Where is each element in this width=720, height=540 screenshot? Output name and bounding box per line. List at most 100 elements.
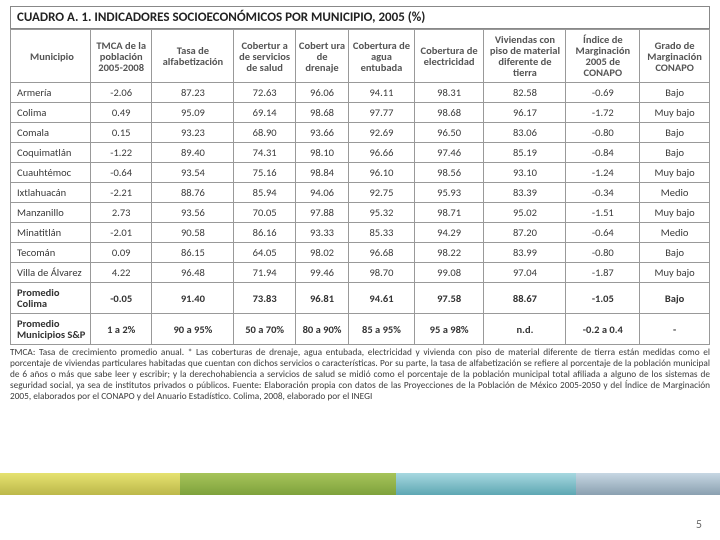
cell-value: 91.40 (152, 283, 234, 314)
cell-value: 50 a 70% (234, 314, 295, 345)
cell-value: -0.2 a 0.4 (566, 314, 640, 345)
cell-municipio: Comala (11, 123, 91, 143)
cell-value: 86.15 (152, 243, 234, 263)
cell-value: -0.80 (566, 243, 640, 263)
cell-value: Bajo (640, 243, 710, 263)
cell-value: - (640, 314, 710, 345)
cell-municipio: Minatitlán (11, 223, 91, 243)
cell-value: 72.63 (234, 83, 295, 103)
cell-value: 96.50 (414, 123, 484, 143)
cell-value: Muy bajo (640, 163, 710, 183)
table-row: Armería-2.0687.2372.6396.0694.1198.3182.… (11, 83, 710, 103)
table-row: Promedio Colima-0.0591.4073.8396.8194.61… (11, 283, 710, 314)
cell-value: 95.93 (414, 183, 484, 203)
cell-value: 98.10 (295, 143, 348, 163)
cell-value: 82.58 (484, 83, 566, 103)
cell-value: 90 a 95% (152, 314, 234, 345)
cell-value: -2.21 (90, 183, 151, 203)
cell-value: 93.23 (152, 123, 234, 143)
cell-value: 1 a 2% (90, 314, 151, 345)
cell-value: 83.39 (484, 183, 566, 203)
cell-value: 99.08 (414, 263, 484, 283)
cell-value: 96.81 (295, 283, 348, 314)
cell-value: -1.51 (566, 203, 640, 223)
cell-value: 87.23 (152, 83, 234, 103)
cell-value: 95.02 (484, 203, 566, 223)
cell-value: 93.10 (484, 163, 566, 183)
col-indice: Índice de Marginación 2005 de CONAPO (566, 30, 640, 83)
cell-value: Bajo (640, 143, 710, 163)
col-tmca: TMCA de la población 2005-2008 (90, 30, 151, 83)
cell-value: 97.77 (349, 103, 415, 123)
cell-municipio: Villa de Álvarez (11, 263, 91, 283)
cell-value: 98.71 (414, 203, 484, 223)
cell-value: -0.84 (566, 143, 640, 163)
table-row: Colima0.4995.0969.1498.6897.7798.6896.17… (11, 103, 710, 123)
col-agua: Cobertura de agua entubada (349, 30, 415, 83)
cell-value: 70.05 (234, 203, 295, 223)
cell-value: 75.16 (234, 163, 295, 183)
cell-value: 93.66 (295, 123, 348, 143)
cell-value: 85.19 (484, 143, 566, 163)
cell-value: 94.29 (414, 223, 484, 243)
cell-value: n.d. (484, 314, 566, 345)
cell-value: Medio (640, 223, 710, 243)
cell-value: Muy bajo (640, 103, 710, 123)
cell-value: -1.05 (566, 283, 640, 314)
cell-value: 93.33 (295, 223, 348, 243)
col-salud: Cobertur a de servicios de salud (234, 30, 295, 83)
table-row: Promedio Municipios S&P1 a 2%90 a 95%50 … (11, 314, 710, 345)
cell-municipio: Promedio Colima (11, 283, 91, 314)
col-drenaje: Cobert ura de drenaje (295, 30, 348, 83)
cell-value: 86.16 (234, 223, 295, 243)
col-grado: Grado de Marginación CONAPO (640, 30, 710, 83)
cell-value: 96.06 (295, 83, 348, 103)
header-row: Municipio TMCA de la población 2005-2008… (11, 30, 710, 83)
cell-value: -1.72 (566, 103, 640, 123)
cell-municipio: Promedio Municipios S&P (11, 314, 91, 345)
table-row: Coquimatlán-1.2289.4074.3198.1096.6697.4… (11, 143, 710, 163)
cell-value: 89.40 (152, 143, 234, 163)
cell-value: 92.75 (349, 183, 415, 203)
cell-value: 93.56 (152, 203, 234, 223)
table-row: Tecomán0.0986.1564.0598.0296.6898.2283.9… (11, 243, 710, 263)
cell-value: 90.58 (152, 223, 234, 243)
cell-value: 96.10 (349, 163, 415, 183)
table-row: Villa de Álvarez4.2296.4871.9499.4698.70… (11, 263, 710, 283)
cell-value: 71.94 (234, 263, 295, 283)
col-piso: Viviendas con piso de material diferente… (484, 30, 566, 83)
cell-municipio: Cuauhtémoc (11, 163, 91, 183)
cell-value: -1.24 (566, 163, 640, 183)
cell-value: 87.20 (484, 223, 566, 243)
table-row: Comala0.1593.2368.9093.6692.6996.5083.06… (11, 123, 710, 143)
table-title: CUADRO A. 1. INDICADORES SOCIOECONÓMICOS… (10, 6, 710, 29)
cell-value: 74.31 (234, 143, 295, 163)
cell-municipio: Coquimatlán (11, 143, 91, 163)
cell-value: 69.14 (234, 103, 295, 123)
cell-value: 73.83 (234, 283, 295, 314)
cell-value: Bajo (640, 283, 710, 314)
cell-value: 98.70 (349, 263, 415, 283)
col-alfabet: Tasa de alfabetización (152, 30, 234, 83)
cell-value: -2.01 (90, 223, 151, 243)
cell-value: -0.05 (90, 283, 151, 314)
cell-value: 98.68 (295, 103, 348, 123)
cell-value: Muy bajo (640, 203, 710, 223)
cell-value: 94.61 (349, 283, 415, 314)
cell-value: 85 a 95% (349, 314, 415, 345)
cell-value: 92.69 (349, 123, 415, 143)
cell-value: -1.22 (90, 143, 151, 163)
col-municipio: Municipio (11, 30, 91, 83)
cell-value: 98.56 (414, 163, 484, 183)
cell-value: 93.54 (152, 163, 234, 183)
cell-value: 94.11 (349, 83, 415, 103)
footnote-text: TMCA: Tasa de crecimiento promedio anual… (10, 348, 710, 403)
cell-municipio: Colima (11, 103, 91, 123)
cell-value: 98.84 (295, 163, 348, 183)
cell-value: 97.88 (295, 203, 348, 223)
cell-value: 94.06 (295, 183, 348, 203)
cell-value: 98.68 (414, 103, 484, 123)
table-row: Manzanillo2.7393.5670.0597.8895.3298.719… (11, 203, 710, 223)
cell-value: Bajo (640, 83, 710, 103)
cell-value: 88.67 (484, 283, 566, 314)
